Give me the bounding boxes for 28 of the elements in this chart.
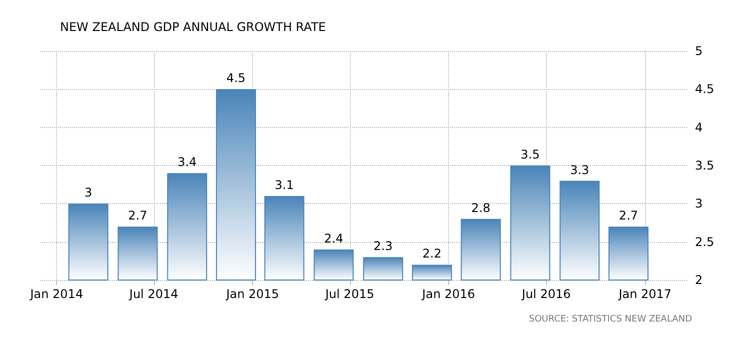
y-tick-label: 2 xyxy=(695,273,703,287)
data-label: 2.8 xyxy=(471,200,490,215)
x-tick-label: Jan 2015 xyxy=(225,287,280,301)
x-tick-label: Jul 2014 xyxy=(128,287,178,301)
data-label: 2.3 xyxy=(374,239,393,254)
data-label: 2.2 xyxy=(422,246,442,261)
data-label: 3.1 xyxy=(274,178,294,192)
data-label: 3.3 xyxy=(570,162,590,177)
y-tick-label: 3 xyxy=(695,196,703,211)
data-label: 3.5 xyxy=(520,148,540,162)
data-label: 2.7 xyxy=(618,208,638,223)
y-tick-label: 2.5 xyxy=(695,234,714,249)
data-label: 4.5 xyxy=(226,71,246,86)
x-tick-label: Jan 2016 xyxy=(421,287,476,301)
y-tick-label: 5 xyxy=(695,44,703,58)
x-tick-label: Jan 2014 xyxy=(29,287,84,301)
y-tick-label: 4.5 xyxy=(695,82,714,96)
source-note: SOURCE: STATISTICS NEW ZEALAND xyxy=(528,314,692,324)
data-label: 3.4 xyxy=(178,155,197,170)
y-tick-label: 4 xyxy=(695,120,703,134)
x-tick-label: Jul 2016 xyxy=(520,287,571,301)
chart-title: NEW ZEALAND GDP ANNUAL GROWTH RATE xyxy=(60,20,326,34)
data-label: 3 xyxy=(84,186,92,200)
x-tick-label: Jan 2017 xyxy=(618,287,672,301)
data-label: 2.7 xyxy=(128,208,148,223)
data-label: 2.4 xyxy=(324,231,344,246)
x-tick-label: Jul 2015 xyxy=(324,287,374,301)
y-tick-label: 3.5 xyxy=(695,158,714,172)
